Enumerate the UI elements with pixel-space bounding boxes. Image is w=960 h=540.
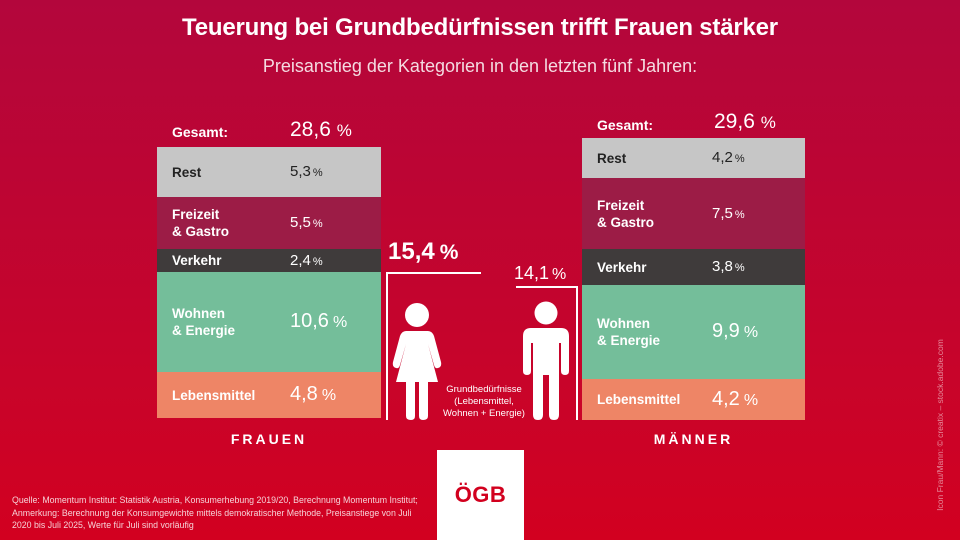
segment-label: Freizeit & Gastro (597, 198, 655, 230)
segment-label: Lebensmittel (172, 388, 256, 403)
woman-icon (392, 303, 442, 420)
men-bracket-side (576, 286, 578, 420)
oegb-logo: ÖGB (437, 450, 524, 540)
segment-value: 3,8% (712, 258, 745, 275)
women-segment-freizeit-gastro: Freizeit & Gastro 5,5% (157, 197, 381, 249)
chart-title: Teuerung bei Grundbedürfnissen trifft Fr… (182, 14, 778, 41)
segment-label: Rest (597, 151, 627, 166)
percent-sign: % (332, 314, 348, 331)
women-segment-rest: Rest 5,3% (157, 147, 381, 197)
segment-value: 7,5% (712, 205, 745, 222)
segment-value: 5,5% (290, 214, 323, 231)
women-basic-needs-value: 15,4% (388, 238, 458, 266)
women-bracket-side (386, 272, 388, 420)
segment-value-number: 4,2 (712, 149, 733, 166)
segment-value: 2,4% (290, 252, 323, 269)
basic-needs-note: Grundbedürfnisse (Lebensmittel, Wohnen +… (443, 384, 525, 419)
women-total-value: 28,6 % (290, 118, 352, 142)
percent-sign: % (312, 256, 323, 268)
men-label: MÄNNER (653, 431, 734, 447)
men-segment-rest: Rest 4,2% (582, 138, 805, 178)
segment-label: Verkehr (172, 253, 222, 268)
men-segment-freizeit-gastro: Freizeit & Gastro 7,5% (582, 178, 805, 249)
segment-value-number: 2,4 (290, 252, 311, 269)
segment-label: Wohnen & Energie (172, 306, 236, 338)
segment-value: 4,2% (712, 149, 745, 166)
percent-sign: % (760, 113, 776, 132)
segment-label: Lebensmittel (597, 392, 681, 407)
segment-value-number: 4,2 (712, 388, 740, 410)
segment-value: 10,6% (290, 310, 347, 333)
men-total-label: Gesamt: (597, 117, 654, 133)
women-stacked-bar: Rest 5,3% Freizeit & Gastro 5,5% Verkehr 2,4%… (157, 147, 381, 418)
percent-sign: % (743, 392, 759, 409)
segment-value-number: 5,5 (290, 214, 311, 231)
women-total-number: 28,6 (290, 118, 331, 141)
men-basic-needs-value: 14,1% (514, 263, 566, 284)
women-segment-lebensmittel: Lebensmittel 4,8% (157, 372, 381, 418)
man-icon (523, 301, 569, 420)
men-total-number: 29,6 (714, 110, 755, 133)
women-segment-wohnen-energie: Wohnen & Energie 10,6% (157, 272, 381, 372)
segment-value-number: 3,8 (712, 258, 733, 275)
segment-value-number: 7,5 (712, 205, 733, 222)
segment-value: 4,2% (712, 388, 758, 411)
men-bracket-top (516, 286, 578, 288)
segment-value: 9,9% (712, 320, 758, 343)
women-segment-verkehr: Verkehr 2,4% (157, 249, 381, 272)
percent-sign: % (312, 167, 323, 179)
percent-sign: % (734, 262, 745, 274)
percent-sign: % (552, 266, 567, 283)
men-segment-verkehr: Verkehr 3,8% (582, 249, 805, 285)
chart-subtitle: Preisanstieg der Kategorien in den letzt… (262, 56, 698, 76)
segment-value-number: 4,8 (290, 383, 318, 405)
percent-sign: % (743, 324, 759, 341)
men-segment-lebensmittel: Lebensmittel 4,2% (582, 379, 805, 420)
oegb-logo-text: ÖGB (454, 482, 507, 507)
percent-sign: % (439, 241, 459, 264)
women-total-label: Gesamt: (172, 124, 229, 140)
percent-sign: % (734, 209, 745, 221)
segment-label: Freizeit & Gastro (172, 207, 230, 239)
women-basic-needs-number: 15,4 (388, 238, 435, 265)
percent-sign: % (734, 153, 745, 165)
women-label: FRAUEN (230, 431, 308, 447)
segment-value-number: 9,9 (712, 320, 740, 342)
segment-label: Wohnen & Energie (597, 316, 661, 348)
segment-value-number: 10,6 (290, 310, 329, 332)
men-basic-needs-number: 14,1 (514, 263, 550, 283)
icon-credit: Icon Frau/Mann: © creatix – stock.adobe.… (935, 339, 945, 511)
percent-sign: % (312, 218, 323, 230)
percent-sign: % (336, 121, 352, 140)
segment-value: 4,8% (290, 383, 336, 406)
percent-sign: % (321, 387, 337, 404)
segment-value-number: 5,3 (290, 163, 311, 180)
source-note: Quelle: Momentum Institut: Statistik Aus… (12, 495, 418, 530)
segment-value: 5,3% (290, 163, 323, 180)
men-total-value: 29,6 % (714, 110, 776, 134)
men-segment-wohnen-energie: Wohnen & Energie 9,9% (582, 285, 805, 379)
segment-label: Verkehr (597, 260, 647, 275)
segment-label: Rest (172, 165, 202, 180)
women-bracket-top (386, 272, 481, 274)
men-stacked-bar: Rest 4,2% Freizeit & Gastro 7,5% Verkehr 3,8%… (582, 138, 805, 420)
